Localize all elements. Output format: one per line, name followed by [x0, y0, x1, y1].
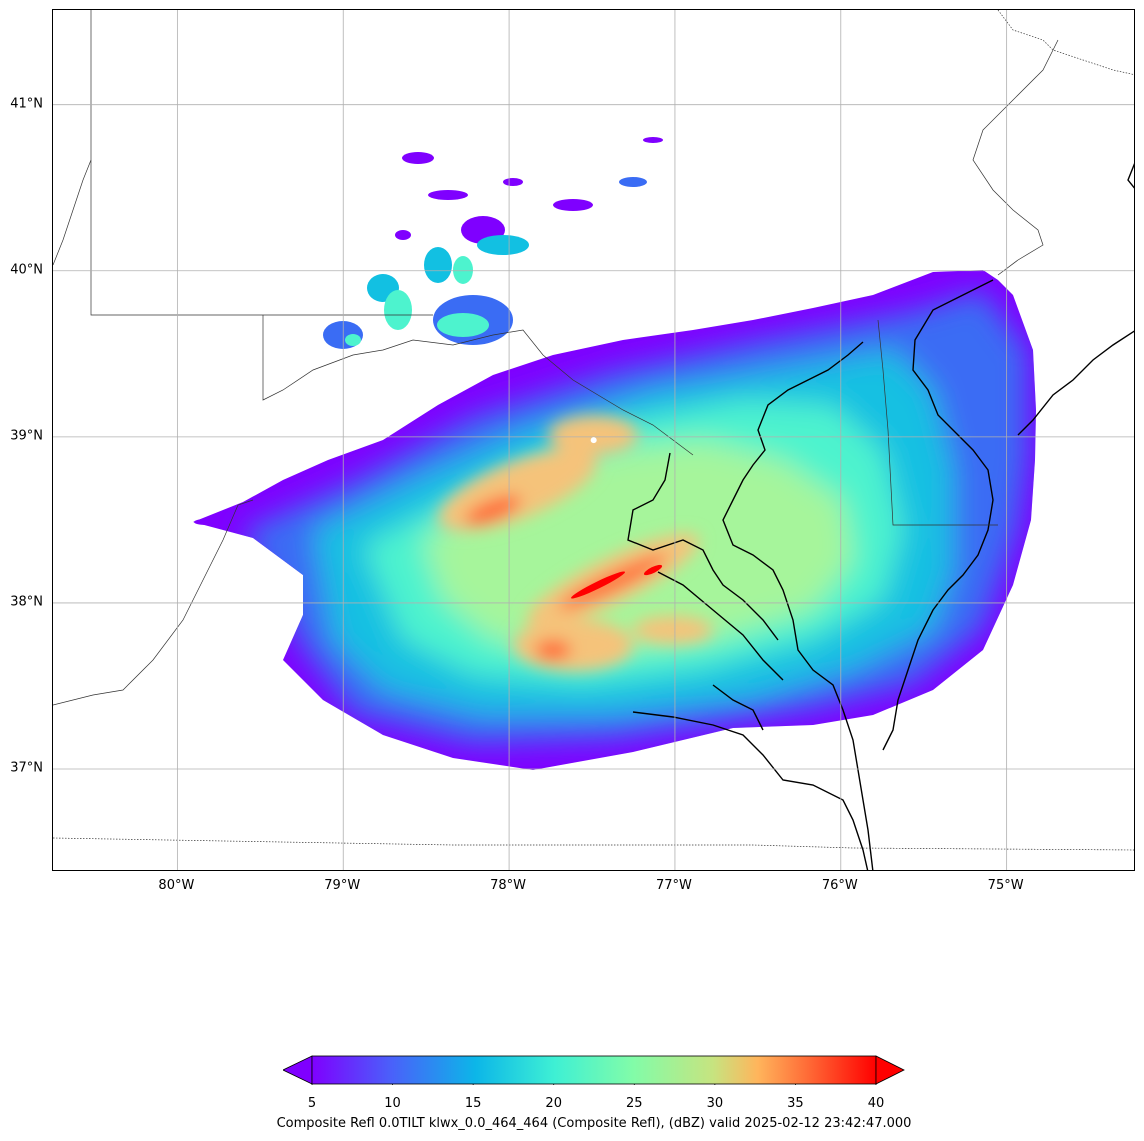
radar-map — [52, 9, 1135, 871]
colorbar-tick-35: 35 — [787, 1096, 804, 1111]
lon-label-77: 77°W — [655, 878, 692, 893]
lat-label-39: 39°N — [10, 428, 43, 444]
colorbar-tick-5: 5 — [307, 1096, 317, 1111]
colorbar-tick-40: 40 — [867, 1096, 885, 1111]
colorbar-tick-15: 15 — [464, 1096, 482, 1111]
lon-label-75: 75°W — [987, 878, 1024, 893]
lat-label-41: 41°N — [10, 96, 43, 112]
colorbar-tick-20: 20 — [545, 1096, 562, 1111]
colorbar — [283, 1055, 905, 1085]
lat-label-37: 37°N — [10, 760, 43, 776]
lon-label-79: 79°W — [324, 878, 361, 893]
colorbar-extend-high — [875, 1055, 905, 1085]
graticule — [53, 10, 1134, 870]
coastline — [627, 163, 1134, 870]
colorbar-caption: Composite Refl 0.0TILT klwx_0.0_464_464 … — [276, 1116, 912, 1131]
map-canvas — [53, 10, 1134, 870]
lon-label-76: 76°W — [821, 878, 858, 893]
lon-label-78: 78°W — [490, 878, 527, 893]
colorbar-gradient — [311, 1055, 877, 1085]
colorbar-tick-25: 25 — [626, 1096, 643, 1111]
colorbar-extend-low — [283, 1055, 313, 1085]
lat-label-38: 38°N — [10, 594, 43, 610]
colorbar-tick-10: 10 — [384, 1096, 401, 1111]
colorbar-tick-30: 30 — [706, 1096, 724, 1111]
lat-label-40: 40°N — [10, 262, 43, 278]
lon-label-80: 80°W — [158, 878, 195, 893]
radar-site-marker — [590, 437, 597, 444]
